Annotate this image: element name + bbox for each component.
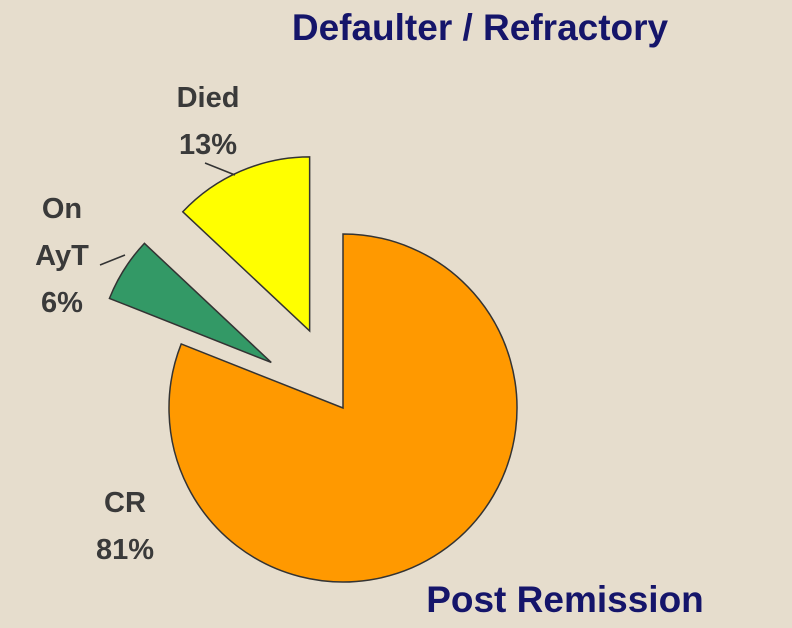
slice-label: On AyT <box>35 193 89 272</box>
chart-title: Defaulter / Refractory <box>292 7 669 48</box>
leader-line <box>99 254 126 266</box>
pie-slice <box>108 242 272 364</box>
leader-line <box>204 162 236 176</box>
pie-slice <box>168 233 518 583</box>
slice-value-label: 6% <box>41 287 83 319</box>
pie-slice <box>181 156 311 333</box>
chart-subtitle: Post Remission <box>426 579 704 620</box>
slice-label: Died <box>177 82 240 114</box>
slice-value-label: 13% <box>179 129 237 161</box>
slice-label: CR <box>104 487 146 519</box>
slice-value-label: 81% <box>96 534 154 566</box>
